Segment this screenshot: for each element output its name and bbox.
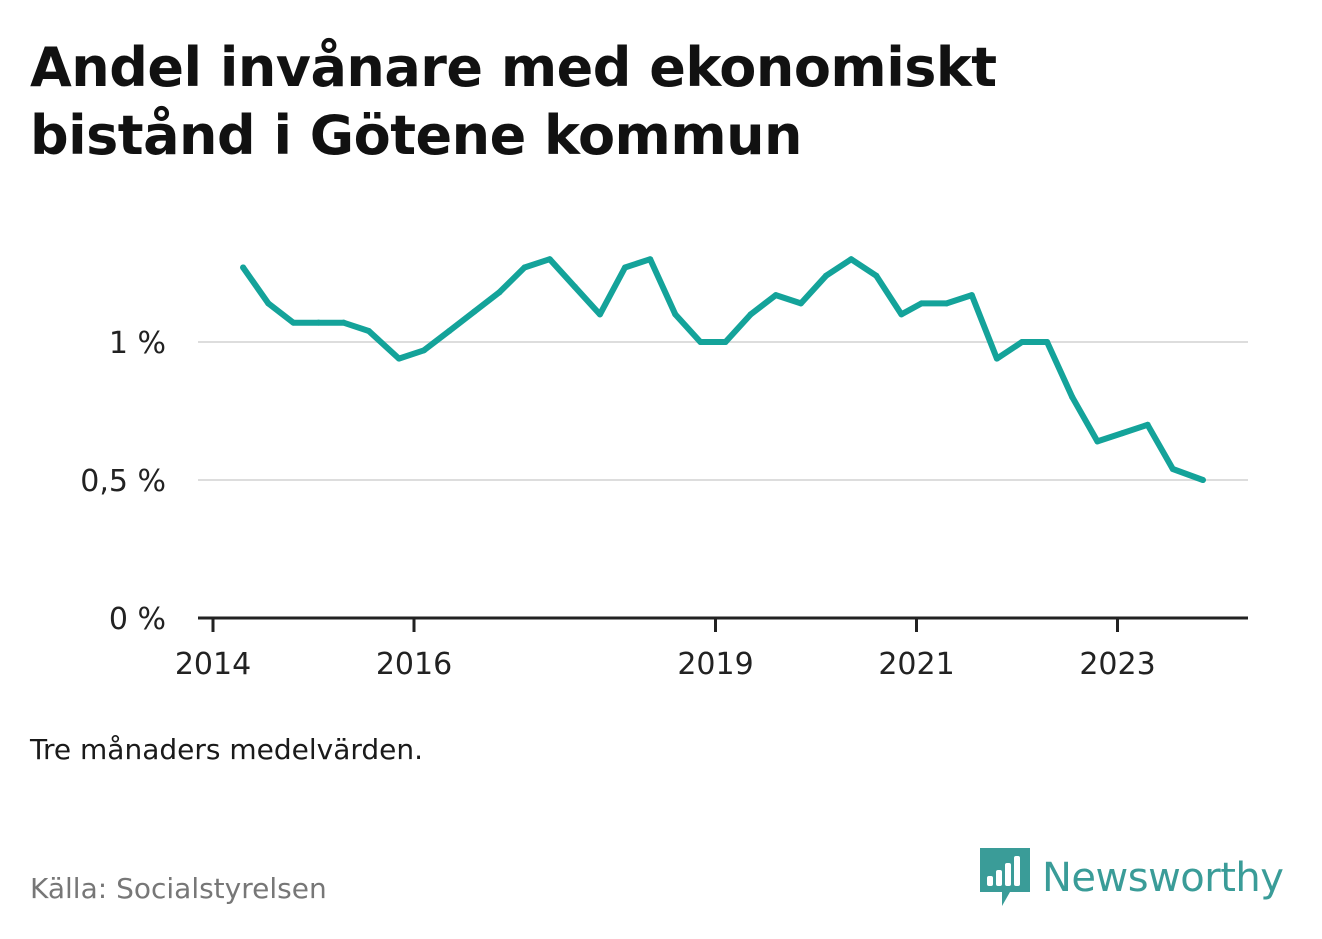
data-point <box>1094 438 1101 445</box>
data-point <box>496 289 503 296</box>
newsworthy-logo: Newsworthy <box>980 848 1284 908</box>
data-point <box>968 292 975 299</box>
data-point <box>446 327 453 334</box>
x-tick-label: 2023 <box>1079 647 1155 682</box>
data-point <box>772 292 779 299</box>
data-point <box>521 264 528 271</box>
x-tick-label: 2019 <box>677 647 753 682</box>
data-point <box>943 300 950 307</box>
data-point <box>340 319 347 326</box>
x-tick-label: 2021 <box>878 647 954 682</box>
y-axis-labels: 0 % 0,5 % 1 % <box>80 326 166 637</box>
x-tick-label: 2016 <box>376 647 452 682</box>
data-point <box>848 256 855 263</box>
chart-note: Tre månaders medelvärden. <box>30 733 424 766</box>
data-point <box>823 272 830 279</box>
data-point <box>596 311 603 318</box>
data-point <box>471 308 478 315</box>
data-points <box>240 256 1206 483</box>
data-point <box>697 339 704 345</box>
y-tick-label: 1 % <box>109 326 166 361</box>
data-point <box>315 319 322 326</box>
data-point <box>873 272 880 279</box>
data-point <box>265 300 272 307</box>
data-point <box>898 311 905 318</box>
x-tick-label: 2014 <box>175 647 251 682</box>
data-point <box>1019 339 1026 345</box>
data-point <box>918 300 925 307</box>
data-point <box>647 256 654 263</box>
data-point <box>722 339 729 345</box>
data-point <box>240 264 247 271</box>
data-point <box>1044 339 1051 345</box>
data-point <box>1199 477 1206 483</box>
data-point <box>395 355 402 362</box>
newsworthy-bar-chart-icon <box>980 848 1030 906</box>
series-line <box>240 256 1206 483</box>
data-point <box>993 355 1000 362</box>
data-point <box>797 300 804 307</box>
chart-title: Andel invånare med ekonomiskt bistånd i … <box>30 36 997 167</box>
data-point <box>290 319 297 326</box>
data-point <box>672 311 679 318</box>
data-point <box>622 264 629 271</box>
data-point <box>1144 421 1151 428</box>
gridlines <box>198 341 1248 481</box>
data-point <box>1119 430 1126 437</box>
data-point <box>1069 394 1076 401</box>
data-point <box>365 327 372 334</box>
data-point <box>1169 465 1176 472</box>
source-label: Källa: Socialstyrelsen <box>30 872 327 905</box>
y-tick-label: 0 % <box>109 602 166 637</box>
data-point <box>421 347 428 354</box>
data-point <box>747 311 754 318</box>
brand-name: Newsworthy <box>1042 855 1284 901</box>
data-point <box>546 256 553 263</box>
data-point <box>571 283 578 290</box>
y-tick-label: 0,5 % <box>80 464 166 499</box>
x-axis-ticks: 2014 2016 2019 2021 2023 <box>175 618 1156 682</box>
